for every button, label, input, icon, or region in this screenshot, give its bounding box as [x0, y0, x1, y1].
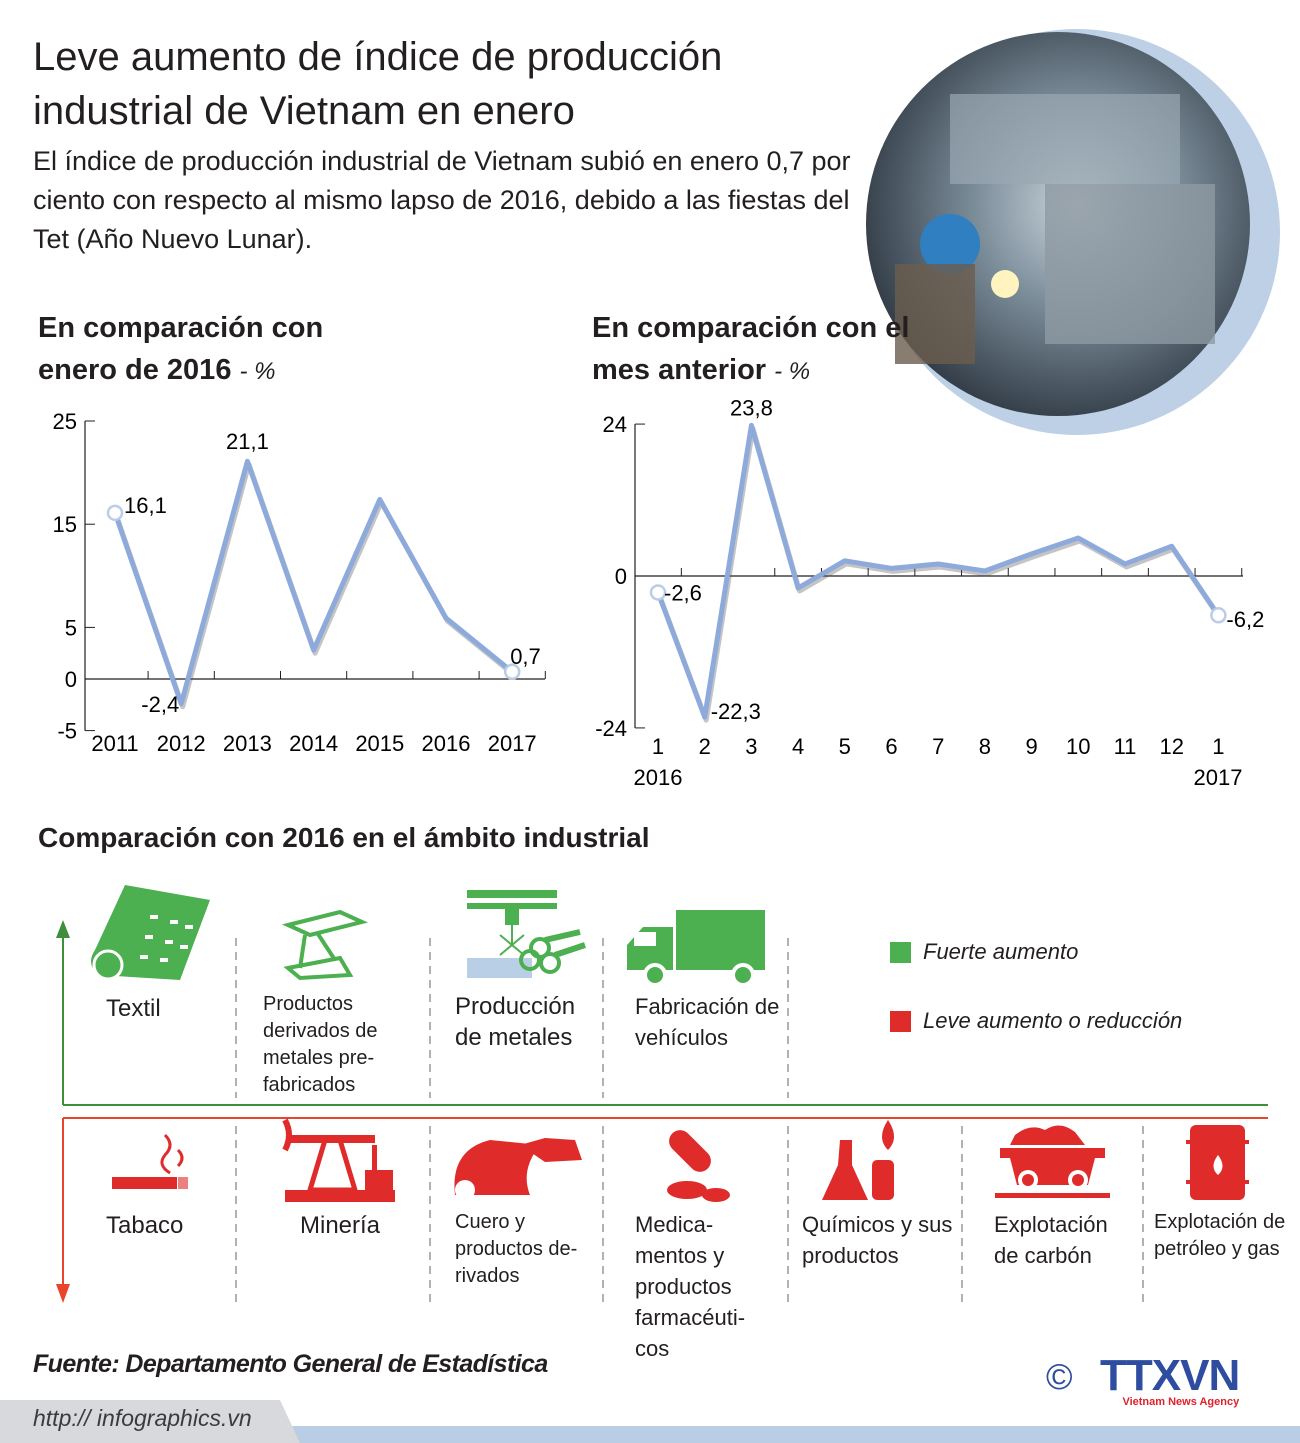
cigarette-icon	[112, 1133, 188, 1189]
copyright-symbol: ©	[1046, 1356, 1073, 1397]
logo-tagline: Vietnam News Agency	[1122, 1396, 1240, 1408]
data-label: -2,6	[664, 580, 702, 605]
x-tick-label: 11	[1114, 734, 1137, 759]
y-tick-label: -24	[595, 716, 627, 741]
page-subtitle: El índice de producción industrial de Vi…	[33, 146, 851, 254]
y-tick-label: 24	[603, 412, 627, 437]
footer-bar	[0, 1426, 1300, 1443]
oil-barrel-icon	[1186, 1125, 1249, 1200]
x-tick-label: 2011	[91, 731, 138, 756]
industry-chemicals: Químicos y sus productos	[802, 1212, 953, 1268]
x-tick-label: 8	[979, 734, 991, 759]
factory-photo	[855, 14, 1285, 439]
industry-leather: Cuero y productos de-rivados	[455, 1211, 578, 1287]
industry-textile: Textil	[106, 995, 161, 1022]
endpoint-marker	[503, 663, 521, 681]
industry-oil-gas: Explotación de petróleo y gas	[1154, 1211, 1286, 1260]
source-note: Fuente: Departamento General de Estadíst…	[33, 1350, 548, 1378]
legend-weak-swatch	[890, 1011, 911, 1032]
y-tick-label: 0	[615, 564, 627, 589]
chart1-title-text: En comparación con enero de 2016	[38, 312, 324, 386]
year-label-2016: 2016	[634, 765, 683, 790]
x-tick-label: 12	[1159, 734, 1183, 759]
footer-url-tab	[0, 1400, 300, 1443]
chart1-line-chart: 25 15 5 0 -5 2011 2012 2013 2014 2015 2016 2017 16,1…	[53, 409, 546, 756]
data-label: -22,3	[711, 699, 761, 724]
logo-text: TTXVN	[1100, 1351, 1240, 1400]
legend-strong-swatch	[890, 942, 911, 963]
x-tick-label: 1	[652, 734, 664, 759]
metal-welding-icon	[467, 890, 586, 978]
y-tick-label: 0	[65, 667, 77, 692]
endpoint-marker	[649, 584, 667, 601]
data-label: 16,1	[124, 493, 167, 518]
data-label: -6,2	[1226, 607, 1264, 632]
x-tick-label: 2013	[223, 731, 272, 756]
industry-pharma: Medica-mentos y productos farmacéuti-cos	[635, 1212, 746, 1361]
x-tick-label: 2	[699, 734, 711, 759]
x-tick-label: 4	[792, 734, 804, 759]
series-line	[112, 458, 514, 707]
x-tick-label: 2017	[488, 731, 537, 756]
endpoint-marker	[106, 504, 124, 522]
x-tick-label: 9	[1025, 734, 1037, 759]
chart1-title: En comparación con enero de 2016 - %	[38, 307, 378, 393]
endpoint-marker	[1210, 606, 1227, 624]
x-tick-label: 7	[932, 734, 944, 759]
data-label: 23,8	[730, 395, 773, 420]
x-tick-label: 2016	[422, 731, 471, 756]
x-tick-label: 2014	[289, 731, 338, 756]
x-tick-label: 2012	[157, 731, 206, 756]
coal-cart-icon	[995, 1125, 1110, 1198]
ttxvn-logo: TTXVN Vietnam News Agency	[1100, 1351, 1240, 1409]
industry-vehicles: Fabricación de vehículos	[635, 994, 780, 1050]
y-tick-label: 25	[53, 409, 77, 434]
leather-shoe-icon	[454, 1138, 582, 1200]
legend-strong-label: Fuerte aumento	[923, 939, 1079, 964]
x-tick-label: 6	[885, 734, 897, 759]
industry-coal: Explotación de carbón	[994, 1212, 1108, 1268]
industry-prefab-metal: Productos derivados de metales pre-fabri…	[263, 993, 378, 1096]
textile-icon	[91, 885, 210, 981]
x-tick-label: 1	[1212, 734, 1224, 759]
y-tick-label: 15	[53, 512, 77, 537]
data-label: 0,7	[510, 644, 541, 669]
steel-beam-icon	[281, 909, 369, 981]
down-arrow-icon	[56, 1284, 70, 1303]
x-tick-label: 2015	[355, 731, 404, 756]
chart1-unit: - %	[239, 358, 276, 385]
pills-icon	[667, 1130, 730, 1202]
y-tick-label: 5	[65, 615, 77, 640]
data-label: -2,4	[141, 692, 179, 717]
series-line	[655, 422, 1221, 720]
welder-photo-image	[866, 29, 1280, 435]
page-title: Leve aumento de índice de producción ind…	[33, 35, 723, 133]
x-tick-label: 3	[745, 734, 757, 759]
year-label-2017: 2017	[1194, 765, 1243, 790]
chart2-title: En comparación con el mes anterior - %	[592, 307, 922, 393]
oil-pump-icon	[282, 1118, 395, 1202]
chart2-title-text: En comparación con el mes anterior	[592, 312, 910, 386]
chemical-flask-icon	[822, 1120, 894, 1200]
separators	[235, 938, 1144, 1305]
industry-tobacco: Tabaco	[106, 1212, 184, 1239]
data-label: 21,1	[226, 429, 269, 454]
truck-icon	[627, 910, 765, 987]
y-tick-label: -5	[57, 719, 77, 744]
up-arrow-icon	[56, 920, 70, 938]
x-tick-label: 5	[839, 734, 851, 759]
legend-weak-label: Leve aumento o reducción	[923, 1008, 1183, 1033]
industry-mining: Minería	[300, 1212, 381, 1239]
chart2-line-chart: 240-241 2 3 4 5 6 7 8 9 10 11 12 1-2,6-22,323,8-6,22…	[595, 395, 1264, 790]
industries-title: Comparación con 2016 en el ámbito indust…	[38, 822, 650, 853]
industry-metal-production: Producción de metales	[455, 993, 576, 1051]
website-url[interactable]: http:// infographics.vn	[33, 1405, 252, 1431]
x-tick-label: 10	[1066, 734, 1090, 759]
chart2-unit: - %	[774, 358, 811, 385]
